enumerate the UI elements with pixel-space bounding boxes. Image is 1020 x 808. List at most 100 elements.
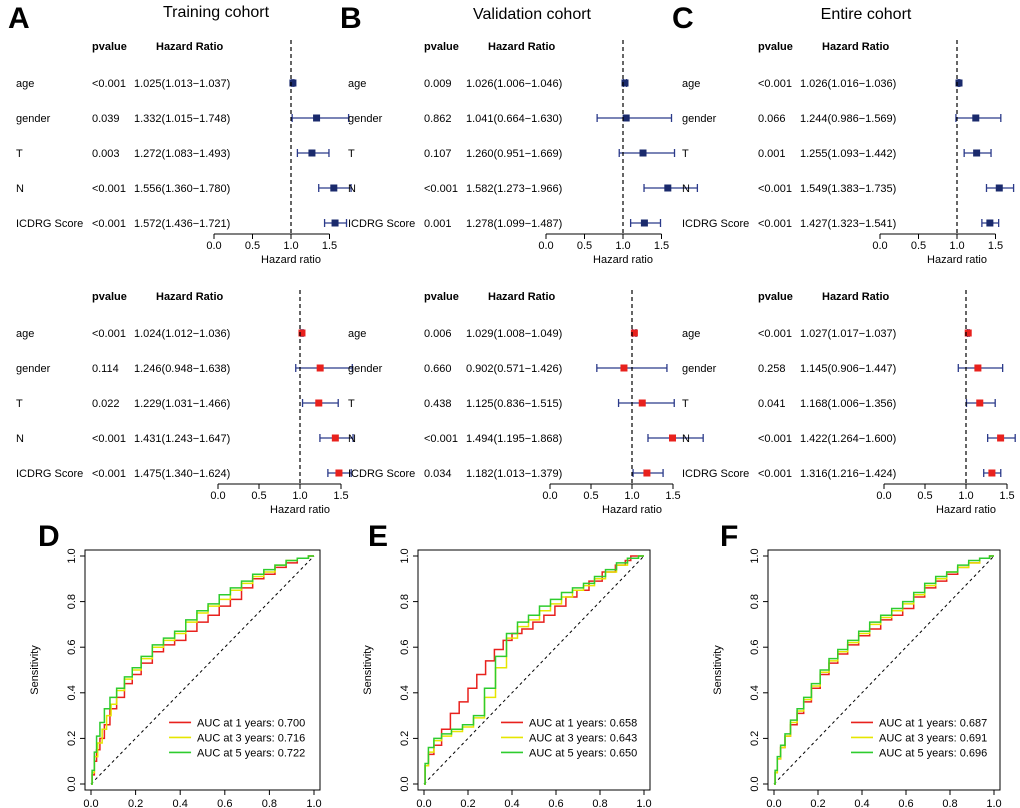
forest-row-hr-text: 1.422(1.264−1.600) [800,433,896,445]
forest-x-tick-label: 1.0 [283,240,298,252]
roc-x-tick-label: 0.0 [766,798,781,808]
roc-plot-frame [84,549,321,791]
forest-point-estimate [986,219,994,227]
forest-row-pvalue: 0.001 [758,148,786,160]
forest-point-estimate [298,329,306,337]
roc-y-tick-label: 0.0 [399,776,411,791]
forest-row-pvalue: <0.001 [758,468,792,480]
roc-plot-frame [417,549,651,791]
forest-row-pvalue: <0.001 [758,183,792,195]
forest-point-estimate [997,434,1005,442]
roc-y-tick-label: 0.8 [749,594,761,609]
roc-x-tick-label: 0.6 [898,798,913,808]
roc-x-tick-label: 0.6 [217,798,232,808]
forest-row-label: gender [348,113,383,125]
forest-x-tick-label: 0.5 [251,490,266,502]
forest-row-label: ICDRG Score [16,468,83,480]
forest-row-label: N [16,183,24,195]
roc-plot-frame [767,549,1001,791]
forest-row-pvalue: 0.006 [424,328,452,340]
panel-label-f: F [720,520,739,553]
forest-row-hr-text: 1.145(0.906−1.447) [800,363,896,375]
forest-point-estimate [955,79,963,87]
forest-point-estimate [988,469,996,477]
roc-curve [91,555,314,785]
forest-row-label: T [348,148,355,160]
forest-x-tick-label: 0.5 [917,490,932,502]
panel-label-e: E [368,520,389,553]
forest-row-label: age [16,78,34,90]
roc-chance-diagonal [773,555,995,785]
forest-point-estimate [972,114,980,122]
forest-row-label: ICDRG Score [16,218,83,230]
forest-row-hr-text: 1.494(1.195−1.868) [466,433,562,445]
forest-row-hr-text: 1.278(1.099−1.487) [466,218,562,230]
forest-point-estimate [974,364,982,372]
forest-row-label: age [682,328,700,340]
forest-x-tick-label: 0.0 [210,490,225,502]
forest-point-estimate [621,79,629,87]
roc-y-tick-label: 0.8 [66,594,78,609]
forest-row-hr-text: 1.316(1.216−1.424) [800,468,896,480]
title-entire-cohort: Entire cohort [820,6,912,23]
forest-row-pvalue: 0.862 [424,113,452,125]
forest-point-estimate [335,469,343,477]
forest-row-pvalue: 0.066 [758,113,786,125]
roc-chance-diagonal [90,555,315,785]
forest-row-hr-text: 1.168(1.006−1.356) [800,398,896,410]
roc-legend-entry: AUC at 5 years: 0.696 [879,747,987,759]
roc-y-axis-title: Sensitivity [29,645,41,695]
forest-row-hr-text: 1.027(1.017−1.037) [800,328,896,340]
roc-legend-entry: AUC at 5 years: 0.650 [529,747,637,759]
forest-header-pvalue: pvalue [424,41,459,53]
roc-y-tick-label: 1.0 [749,548,761,563]
panel-label-a: A [8,2,30,35]
forest-row-hr-text: 1.024(1.012−1.036) [134,328,230,340]
forest-row-hr-text: 1.272(1.083−1.493) [134,148,230,160]
forest-point-estimate [639,149,647,157]
forest-x-axis-title: Hazard ratio [593,254,653,266]
forest-row-hr-text: 1.582(1.273−1.966) [466,183,562,195]
title-validation-cohort: Validation cohort [473,6,591,23]
forest-point-estimate [638,399,646,407]
forest-row-pvalue: 0.039 [92,113,120,125]
forest-x-tick-label: 0.0 [542,490,557,502]
forest-row-label: T [348,398,355,410]
forest-row-pvalue: 0.258 [758,363,786,375]
forest-row-label: age [16,328,34,340]
forest-x-tick-label: 1.0 [958,490,973,502]
panel-label-c: C [672,2,694,35]
roc-x-tick-label: 0.8 [592,798,607,808]
forest-point-estimate [331,434,339,442]
forest-header-pvalue: pvalue [92,41,127,53]
forest-point-estimate [976,399,984,407]
forest-row-hr-text: 1.229(1.031−1.466) [134,398,230,410]
forest-row-label: T [16,148,23,160]
forest-row-pvalue: 0.022 [92,398,120,410]
roc-x-tick-label: 0.8 [942,798,957,808]
forest-point-estimate [313,114,321,122]
roc-y-tick-label: 0.6 [66,640,78,655]
forest-row-pvalue: 0.660 [424,363,452,375]
forest-row-hr-text: 1.431(1.243−1.647) [134,433,230,445]
forest-row-hr-text: 1.244(0.986−1.569) [800,113,896,125]
forest-row-pvalue: 0.438 [424,398,452,410]
forest-row-pvalue: 0.003 [92,148,120,160]
forest-point-estimate [620,364,628,372]
forest-row-label: N [682,183,690,195]
forest-header-hazard-ratio: Hazard Ratio [488,41,556,53]
forest-row-hr-text: 1.427(1.323−1.541) [800,218,896,230]
forest-header-pvalue: pvalue [92,291,127,303]
forest-x-axis-title: Hazard ratio [602,504,662,516]
roc-legend-entry: AUC at 1 years: 0.658 [529,717,637,729]
roc-y-tick-label: 0.8 [399,594,411,609]
forest-row-hr-text: 1.260(0.951−1.669) [466,148,562,160]
roc-x-tick-label: 0.0 [416,798,431,808]
roc-x-tick-label: 0.6 [548,798,563,808]
forest-x-tick-label: 1.5 [988,240,1003,252]
forest-x-tick-label: 0.5 [577,240,592,252]
roc-x-tick-label: 0.2 [810,798,825,808]
forest-point-estimate [995,184,1003,192]
forest-row-label: N [16,433,24,445]
forest-header-hazard-ratio: Hazard Ratio [822,291,890,303]
